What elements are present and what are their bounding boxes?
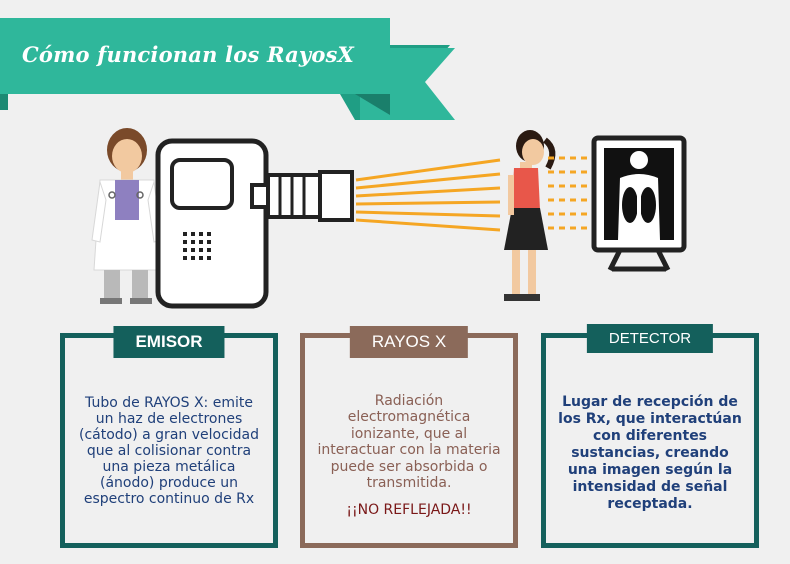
rayos-panel-title: RAYOS X: [349, 326, 469, 358]
page-title: Cómo funcionan los RayosX: [22, 42, 355, 67]
detector-screen: [591, 135, 687, 272]
xray-beams: [355, 158, 501, 232]
banner-ribbon-tail: [0, 18, 455, 120]
rayos-panel-body: Radiación electromagnética ionizante, qu…: [315, 378, 503, 533]
patient-figure: [504, 130, 556, 301]
emisor-panel: EMISOR Tubo de RAYOS X: emite un haz de …: [60, 326, 278, 548]
xray-illustration: [91, 128, 687, 309]
rayos-panel-text: Radiación electromagnética ionizante, qu…: [317, 392, 501, 492]
emisor-panel-text: Tubo de RAYOS X: emite un haz de electro…: [78, 394, 260, 507]
detector-panel-title: DETECTOR: [586, 324, 714, 353]
transmitted-beams: [548, 156, 600, 230]
rayos-panel: RAYOS X Radiación electromagnética ioniz…: [300, 326, 518, 548]
detector-panel-text: Lugar de recepción de los Rx, que intera…: [558, 394, 742, 512]
rayos-panel-alert: ¡¡NO REFLEJADA!!: [346, 501, 472, 518]
detector-panel: DETECTOR Lugar de recepción de los Rx, q…: [541, 324, 759, 548]
emisor-panel-title: EMISOR: [113, 326, 225, 358]
doctor-figure: [91, 128, 163, 304]
xray-machine: [155, 138, 354, 309]
